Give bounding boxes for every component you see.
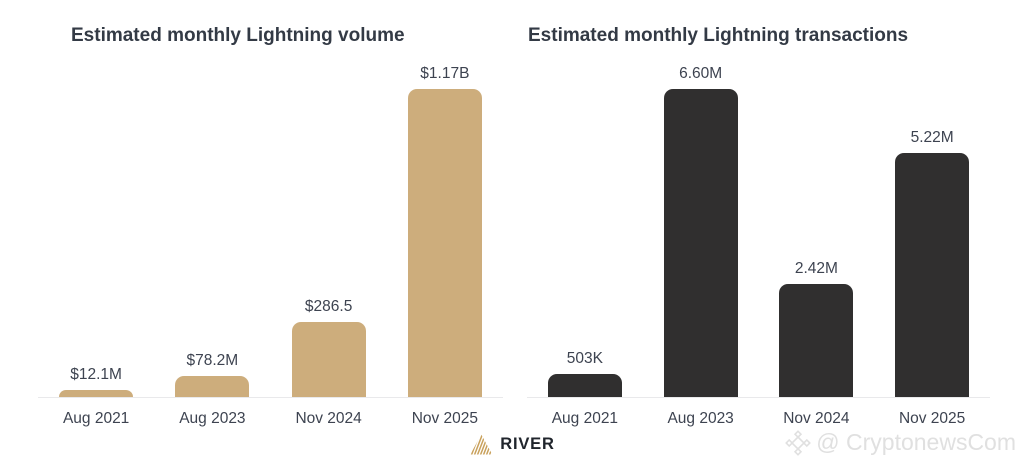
x-axis-label: Aug 2023 — [667, 410, 734, 427]
diamond-icon — [785, 429, 812, 456]
bar-group: 503K — [527, 48, 643, 397]
bar-group: 5.22M — [874, 48, 990, 397]
chart-lightning-volume: Estimated monthly Lightning volume $12.1… — [38, 24, 503, 428]
bar-value-label: 2.42M — [794, 260, 838, 278]
bar — [407, 89, 482, 397]
chart-title: Estimated monthly Lightning volume — [71, 25, 405, 46]
bar — [59, 390, 134, 397]
river-logo: RIVER — [469, 434, 554, 455]
x-axis-label: Aug 2021 — [62, 410, 130, 427]
bar-value-label: $286.5 — [304, 297, 353, 315]
plot-area: 503K 6.60M 2.42M 5.22M — [527, 48, 990, 398]
plot-area: $12.1M $78.2M $286.5 $1.17B — [38, 48, 503, 398]
bar-group: $12.1M — [38, 48, 154, 397]
bar — [663, 89, 738, 397]
x-axis-label: Nov 2024 — [295, 410, 362, 427]
x-axis-label: Nov 2025 — [411, 410, 479, 427]
bar-value-label: $78.2M — [186, 352, 239, 370]
bar-group: $1.17B — [387, 48, 503, 397]
bar-group: 6.60M — [643, 48, 759, 397]
bar-value-label: 5.22M — [910, 129, 954, 147]
x-axis-label: Nov 2024 — [783, 410, 850, 427]
x-axis-label: Aug 2021 — [551, 410, 619, 427]
bar — [895, 153, 970, 397]
x-axis-row: Aug 2021 Aug 2023 Nov 2024 Nov 2025 — [38, 398, 503, 428]
x-axis-row: Aug 2021 Aug 2023 Nov 2024 Nov 2025 — [527, 398, 990, 428]
bar-value-label: 503K — [566, 349, 603, 367]
river-mountain-icon — [469, 434, 493, 455]
watermark: @ CryptonewsCom — [785, 429, 1016, 456]
bar-group: $78.2M — [154, 48, 270, 397]
bar — [291, 321, 366, 397]
bar-value-label: $12.1M — [70, 366, 122, 383]
bar-value-label: $1.17B — [420, 65, 470, 82]
chart-title: Estimated monthly Lightning transactions — [528, 25, 909, 46]
bar — [175, 376, 250, 397]
river-logo-text: RIVER — [500, 435, 555, 453]
bar — [547, 373, 622, 397]
bar — [779, 284, 854, 397]
bar-value-label: 6.60M — [679, 65, 723, 82]
bar-group: $286.5 — [271, 48, 387, 397]
watermark-text: @ CryptonewsCom — [816, 429, 1016, 455]
x-axis-label: Aug 2023 — [179, 410, 246, 427]
bar-group: 2.42M — [759, 48, 875, 397]
x-axis-label: Nov 2025 — [898, 410, 966, 427]
chart-lightning-transactions: Estimated monthly Lightning transactions… — [527, 24, 990, 428]
